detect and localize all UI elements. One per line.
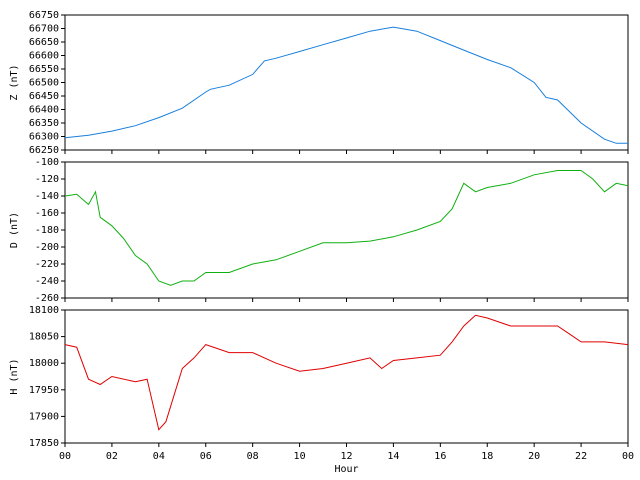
x-tick-label: 16 (434, 451, 446, 462)
y-tick-label: -240 (35, 276, 59, 287)
y-tick-label: 66450 (29, 91, 59, 102)
y-tick-label: -160 (35, 208, 59, 219)
y-tick-label: -180 (35, 225, 59, 236)
y-tick-label: 66400 (29, 105, 59, 116)
x-tick-label: 22 (575, 451, 587, 462)
y-axis-label: H (nT) (9, 358, 20, 394)
y-tick-label: 66700 (29, 24, 59, 35)
y-tick-label: 18100 (29, 305, 59, 316)
x-tick-label: 18 (481, 451, 493, 462)
y-tick-label: 18050 (29, 332, 59, 343)
x-tick-label: 10 (294, 451, 306, 462)
y-tick-label: 66750 (29, 10, 59, 21)
data-line (64, 170, 629, 286)
y-tick-label: 66600 (29, 51, 59, 62)
y-tick-label: -140 (35, 191, 59, 202)
data-line (64, 26, 628, 144)
x-tick-label: 14 (387, 451, 399, 462)
y-axis-label: Z (nT) (9, 64, 20, 100)
y-tick-label: 66350 (29, 118, 59, 129)
x-tick-label: 12 (340, 451, 352, 462)
x-tick-label: 02 (106, 451, 118, 462)
y-tick-label: 66250 (29, 145, 59, 156)
y-tick-label: -200 (35, 242, 59, 253)
y-tick-label: -260 (35, 293, 59, 304)
x-tick-label: 04 (153, 451, 165, 462)
y-tick-label: -120 (35, 174, 59, 185)
y-tick-label: 66300 (29, 132, 59, 143)
x-tick-label: 00 (59, 451, 71, 462)
plot-frame (64, 14, 629, 151)
y-tick-label: 66500 (29, 78, 59, 89)
y-tick-label: 17900 (29, 411, 59, 422)
plot-frame (64, 309, 629, 444)
x-axis-label: Hour (334, 464, 358, 475)
y-axis-label: D (nT) (9, 212, 20, 248)
y-tick-label: 17850 (29, 438, 59, 449)
y-tick-label: 17950 (29, 385, 59, 396)
y-tick-label: 66550 (29, 64, 59, 75)
y-tick-label: 66650 (29, 37, 59, 48)
y-tick-label: -220 (35, 259, 59, 270)
data-line (64, 314, 629, 431)
y-tick-label: -100 (35, 157, 59, 168)
x-tick-label: 08 (247, 451, 259, 462)
x-tick-label: 06 (200, 451, 212, 462)
plot-frame (64, 161, 629, 299)
x-tick-label: 20 (528, 451, 540, 462)
x-tick-label: 00 (622, 451, 634, 462)
y-tick-label: 18000 (29, 358, 59, 369)
